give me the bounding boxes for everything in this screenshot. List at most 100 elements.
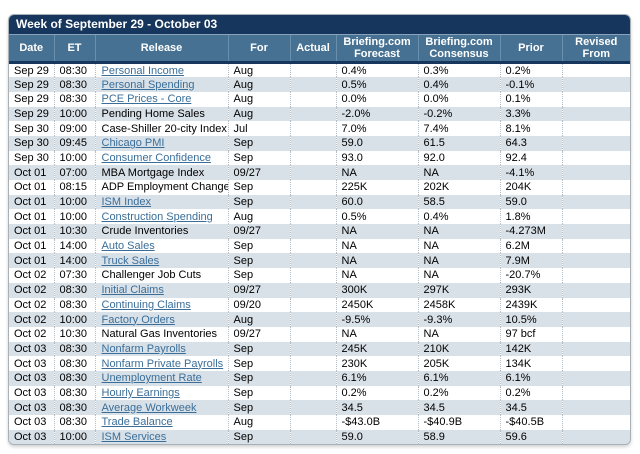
release-link[interactable]: ISM Index	[101, 196, 152, 209]
cell-date: Oct 03	[9, 356, 55, 371]
cell-consensus: 0.3%	[418, 62, 501, 78]
cell-revised	[562, 386, 630, 401]
cell-for: 09/27	[228, 224, 291, 239]
release-link[interactable]: Nonfarm Private Payrolls	[101, 357, 224, 370]
cell-for: Sep	[228, 356, 291, 371]
cell-revised	[562, 194, 630, 210]
column-header-prior: Prior	[500, 35, 563, 64]
release-link[interactable]: Auto Sales	[101, 240, 155, 253]
cell-release: Continuing Claims	[95, 297, 229, 313]
cell-revised	[562, 135, 630, 151]
cell-prior: 59.6	[500, 429, 563, 445]
cell-for: Sep	[228, 180, 291, 195]
cell-release: Construction Spending	[95, 209, 229, 225]
release-link[interactable]: PCE Prices - Core	[101, 93, 192, 106]
release-link[interactable]: Factory Orders	[101, 313, 175, 326]
cell-date: Oct 01	[9, 194, 55, 210]
release-link[interactable]: Trade Balance	[101, 416, 173, 429]
cell-for: Aug	[228, 106, 291, 122]
cell-revised	[562, 415, 630, 430]
cell-et: 08:30	[54, 282, 96, 298]
cell-consensus: 205K	[418, 356, 501, 371]
release-link[interactable]: Nonfarm Payrolls	[101, 342, 186, 355]
cell-actual	[290, 385, 337, 401]
release-label: Pending Home Sales	[95, 106, 229, 122]
release-link[interactable]: Unemployment Rate	[101, 372, 202, 385]
cell-consensus: NA	[418, 253, 501, 269]
cell-prior: 6.2M	[500, 238, 563, 254]
cell-date: Oct 03	[9, 415, 55, 430]
cell-forecast: 59.0	[336, 429, 419, 445]
release-link[interactable]: Hourly Earnings	[101, 386, 180, 399]
cell-for: 09/20	[228, 297, 291, 313]
cell-actual	[290, 341, 337, 357]
cell-for: Sep	[228, 150, 291, 166]
release-link[interactable]: Truck Sales	[101, 254, 160, 267]
cell-release: Factory Orders	[95, 312, 229, 327]
cell-for: 09/27	[228, 282, 291, 298]
column-header-consensus: Briefing.com Consensus	[418, 35, 501, 64]
cell-et: 07:00	[54, 165, 96, 180]
cell-forecast: NA	[336, 224, 419, 239]
release-link[interactable]: Average Workweek	[101, 401, 197, 414]
table-row: Oct 02 10:00 Factory Orders Aug -9.5% -9.3% 10…	[9, 312, 630, 327]
cell-prior: 10.5%	[500, 312, 563, 327]
cell-revised	[562, 77, 630, 92]
release-link[interactable]: Initial Claims	[101, 284, 164, 297]
cell-for: Sep	[228, 370, 291, 386]
calendar-table-body: Sep 29 08:30 Personal Income Aug 0.4% 0.3% 0.2…	[9, 62, 630, 445]
cell-actual	[290, 400, 337, 415]
cell-et: 08:30	[54, 400, 96, 415]
release-link[interactable]: ISM Services	[101, 431, 167, 444]
cell-et: 10:00	[54, 209, 96, 225]
cell-for: 09/27	[228, 326, 291, 342]
cell-forecast: NA	[336, 326, 419, 342]
release-link[interactable]: Consumer Confidence	[101, 151, 211, 164]
cell-prior: -4.273M	[500, 224, 563, 239]
cell-date: Oct 02	[9, 268, 55, 283]
cell-et: 14:00	[54, 238, 96, 254]
cell-revised	[562, 224, 630, 239]
cell-et: 10:00	[54, 429, 96, 445]
cell-forecast: 6.1%	[336, 370, 419, 386]
cell-et: 14:00	[54, 253, 96, 269]
table-row: Oct 01 10:00 Construction Spending Aug 0.5% 0…	[9, 209, 630, 225]
cell-for: Jul	[228, 121, 291, 136]
cell-forecast: 59.0	[336, 135, 419, 151]
cell-revised	[562, 429, 630, 445]
cell-prior: -0.1%	[500, 77, 563, 92]
cell-date: Sep 30	[9, 135, 55, 151]
cell-for: Aug	[228, 415, 291, 430]
column-header-forecast: Briefing.com Forecast	[336, 35, 419, 64]
cell-revised	[562, 327, 630, 342]
cell-consensus: 61.5	[418, 135, 501, 151]
release-link[interactable]: Personal Income	[101, 64, 185, 77]
cell-actual	[290, 268, 337, 283]
table-row: Oct 01 10:30 Crude Inventories 09/27 NA NA -4.…	[9, 224, 630, 239]
cell-date: Oct 01	[9, 165, 55, 180]
cell-prior: 142K	[500, 341, 563, 357]
cell-revised	[562, 298, 630, 313]
cell-forecast: 0.2%	[336, 385, 419, 401]
release-link[interactable]: Personal Spending	[101, 78, 195, 91]
cell-consensus: 6.1%	[418, 370, 501, 386]
release-link[interactable]: Construction Spending	[101, 210, 213, 223]
cell-revised	[562, 341, 630, 357]
table-row: Oct 01 10:00 ISM Index Sep 60.0 58.5 59.0	[9, 194, 630, 210]
column-header-et: ET	[54, 35, 96, 64]
release-link[interactable]: Continuing Claims	[101, 298, 191, 311]
cell-prior: 134K	[500, 356, 563, 371]
cell-et: 08:15	[54, 180, 96, 195]
cell-date: Oct 01	[9, 209, 55, 225]
cell-actual	[290, 165, 337, 180]
release-link[interactable]: Chicago PMI	[101, 137, 165, 150]
table-row: Oct 01 07:00 MBA Mortgage Index 09/27 NA NA -4…	[9, 165, 630, 180]
cell-consensus: -$40.9B	[418, 415, 501, 430]
table-row: Sep 29 08:30 Personal Spending Aug 0.5% 0.4% -…	[9, 77, 630, 92]
cell-prior: -20.7%	[500, 268, 563, 283]
cell-et: 10:00	[54, 194, 96, 210]
cell-forecast: 0.5%	[336, 209, 419, 225]
cell-for: Aug	[228, 77, 291, 92]
table-row: Oct 03 08:30 Nonfarm Private Payrolls Sep 23…	[9, 356, 630, 371]
